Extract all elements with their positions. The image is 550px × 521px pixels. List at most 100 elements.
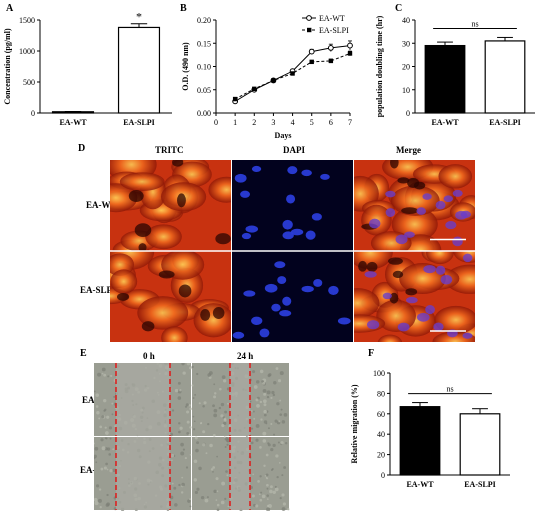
cell-speck [180, 451, 185, 456]
cell [193, 303, 231, 338]
cell [145, 224, 182, 250]
cell-speck [186, 410, 190, 414]
cell-speck [282, 502, 287, 506]
nucleus [282, 231, 294, 240]
nucleus [452, 236, 463, 247]
cell-speck [283, 466, 287, 469]
cell-speck [106, 447, 111, 451]
cell-speck [266, 494, 269, 497]
row-label-ea-slpi: EA-SLPI [80, 285, 116, 295]
cell-speck [94, 446, 99, 451]
legend-marker [306, 15, 312, 21]
cell-speck [194, 436, 198, 440]
cell-speck [97, 498, 102, 503]
cell-speck [285, 442, 288, 445]
dark-gap [405, 288, 418, 296]
nucleus [425, 304, 435, 315]
x-tick-label: 3 [271, 118, 275, 127]
nucleus [320, 173, 330, 180]
cell [110, 269, 138, 294]
cell-speck [216, 508, 220, 511]
cell-speck [263, 399, 267, 404]
cell-speck [98, 488, 102, 491]
cell-speck [193, 459, 198, 464]
nucleus [286, 194, 296, 204]
bar [459, 413, 501, 476]
cell-speck [105, 503, 110, 507]
cell-speck [252, 370, 256, 374]
nucleus [271, 303, 281, 312]
cell-speck [213, 408, 218, 413]
nucleus [279, 310, 292, 317]
cell [390, 185, 440, 216]
cell-speck [213, 413, 218, 418]
wound-tile-1-0 [94, 436, 192, 511]
legend-label: EA-SLPI [319, 26, 349, 35]
wound-healing-figure: 0 h 24 h EA-WT EA-SLPI [80, 348, 300, 513]
cell [137, 296, 189, 330]
nucleus [460, 210, 471, 219]
cell-speck [103, 398, 107, 403]
x-tick-label: 0 [214, 118, 218, 127]
y-axis-label: Concentration (pg/ml) [3, 28, 12, 105]
cell-speck [220, 500, 225, 505]
cell-speck [281, 493, 285, 497]
y-tick-label: 1500 [19, 16, 35, 25]
data-point [252, 86, 257, 92]
panel-label-c: C [395, 3, 403, 14]
cell-speck [218, 406, 222, 410]
cell-speck [184, 405, 188, 408]
cell-speck [96, 411, 100, 415]
x-tick-label: 6 [329, 118, 333, 127]
nucleus [337, 317, 351, 325]
cell-speck [279, 371, 284, 376]
cell-speck [195, 448, 199, 453]
dark-gap [200, 309, 211, 321]
dark-gap [141, 321, 155, 332]
cell [438, 164, 473, 189]
col-header-24h: 24 h [237, 351, 254, 361]
y-tick-label: 80 [377, 389, 385, 398]
data-point [347, 51, 353, 56]
cell-speck [274, 485, 277, 488]
nucleus [313, 278, 323, 287]
cell-speck [264, 475, 267, 477]
nucleus [397, 322, 410, 332]
bar [117, 26, 161, 114]
y-tick-label: 500 [23, 78, 35, 87]
nucleus [435, 200, 446, 210]
cell-speck [202, 405, 205, 408]
cell-speck [274, 419, 278, 423]
cell-speck [263, 409, 267, 414]
cell-speck [108, 453, 112, 456]
cell-speck [266, 483, 269, 487]
cell-speck [174, 503, 178, 507]
microscopy-figure: TRITC DAPI Merge EA-WT EA-SLPI [80, 143, 480, 343]
wound-gap [116, 437, 170, 510]
chart-b: 0.00 0.05 0.10 0.15 0.20 0 1 2 3 4 5 6 7 Days O.D. (49… [181, 14, 353, 140]
cell-speck [110, 374, 113, 378]
cell-speck [101, 367, 106, 372]
cell-speck [199, 422, 202, 425]
cell-speck [186, 432, 190, 435]
cell-speck [189, 453, 192, 456]
cell-speck [283, 413, 288, 417]
cell [391, 207, 438, 242]
data-point [290, 71, 295, 76]
cell-speck [181, 476, 184, 479]
cell-speck [182, 448, 186, 451]
cell-speck [281, 507, 286, 511]
cell-speck [255, 398, 259, 402]
cell-speck [171, 409, 175, 412]
cell-speck [252, 410, 255, 413]
y-tick-label: 0.00 [197, 109, 211, 118]
cell-speck [98, 417, 101, 420]
cell-speck [101, 372, 104, 375]
cell-speck [280, 441, 284, 445]
cell-speck [178, 422, 181, 425]
cell-speck [213, 383, 216, 386]
cell-speck [279, 413, 283, 416]
cell-speck [189, 505, 192, 508]
x-tick-label: 5 [310, 118, 314, 127]
cell-speck [271, 390, 275, 395]
